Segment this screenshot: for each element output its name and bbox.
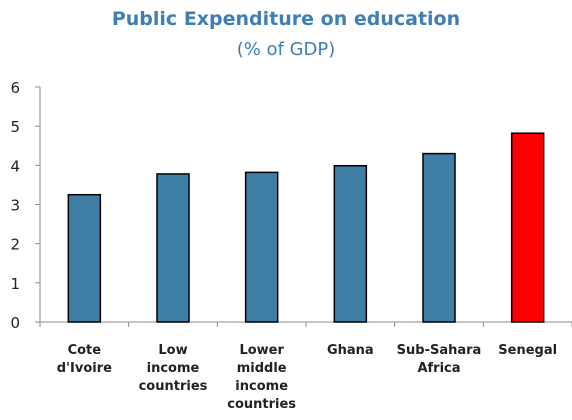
bar bbox=[67, 193, 102, 323]
y-tick-label: 3 bbox=[10, 197, 20, 215]
chart-title: Public Expenditure on education bbox=[111, 8, 461, 30]
y-tick-label: 0 bbox=[10, 314, 20, 332]
y-tick-label: 5 bbox=[10, 118, 20, 136]
bar bbox=[244, 171, 279, 323]
y-tick-label: 4 bbox=[10, 157, 20, 175]
x-tick-label-line: d'Ivoire bbox=[57, 361, 112, 376]
x-tick-label-line: income bbox=[147, 361, 200, 376]
bar bbox=[422, 152, 456, 323]
x-tick-label-line: income bbox=[235, 379, 288, 394]
x-tick-label-line: Senegal bbox=[498, 343, 557, 358]
x-tick-label-line: Cote bbox=[68, 343, 102, 358]
y-tick-label: 6 bbox=[10, 79, 20, 97]
bar bbox=[510, 132, 545, 323]
x-tick-label: Lower middle income countries bbox=[227, 343, 296, 412]
x-tick-label: Low income countries bbox=[139, 343, 208, 394]
x-tick-label-line: countries bbox=[139, 379, 208, 394]
y-tick-label: 1 bbox=[10, 275, 20, 293]
x-tick-label-line: Low bbox=[158, 343, 187, 358]
x-tick-label-line: Ghana bbox=[327, 343, 374, 358]
x-tick-label: Senegal bbox=[498, 343, 557, 358]
x-tick-label: Cote d'Ivoire bbox=[57, 343, 112, 376]
bar bbox=[333, 164, 368, 323]
x-tick-label: Ghana bbox=[327, 343, 374, 358]
bar bbox=[156, 173, 190, 323]
x-tick-label: Sub-Sahara Africa bbox=[397, 343, 482, 376]
y-tick-label: 2 bbox=[10, 236, 20, 254]
x-tick-label-line: Sub-Sahara bbox=[397, 343, 482, 358]
x-tick-label-line: countries bbox=[227, 397, 296, 412]
x-tick-label-line: Africa bbox=[417, 361, 460, 376]
x-tick-label-line: middle bbox=[237, 361, 287, 376]
chart-subtitle: (% of GDP) bbox=[236, 39, 336, 60]
x-tick-label-line: Lower bbox=[239, 343, 284, 358]
